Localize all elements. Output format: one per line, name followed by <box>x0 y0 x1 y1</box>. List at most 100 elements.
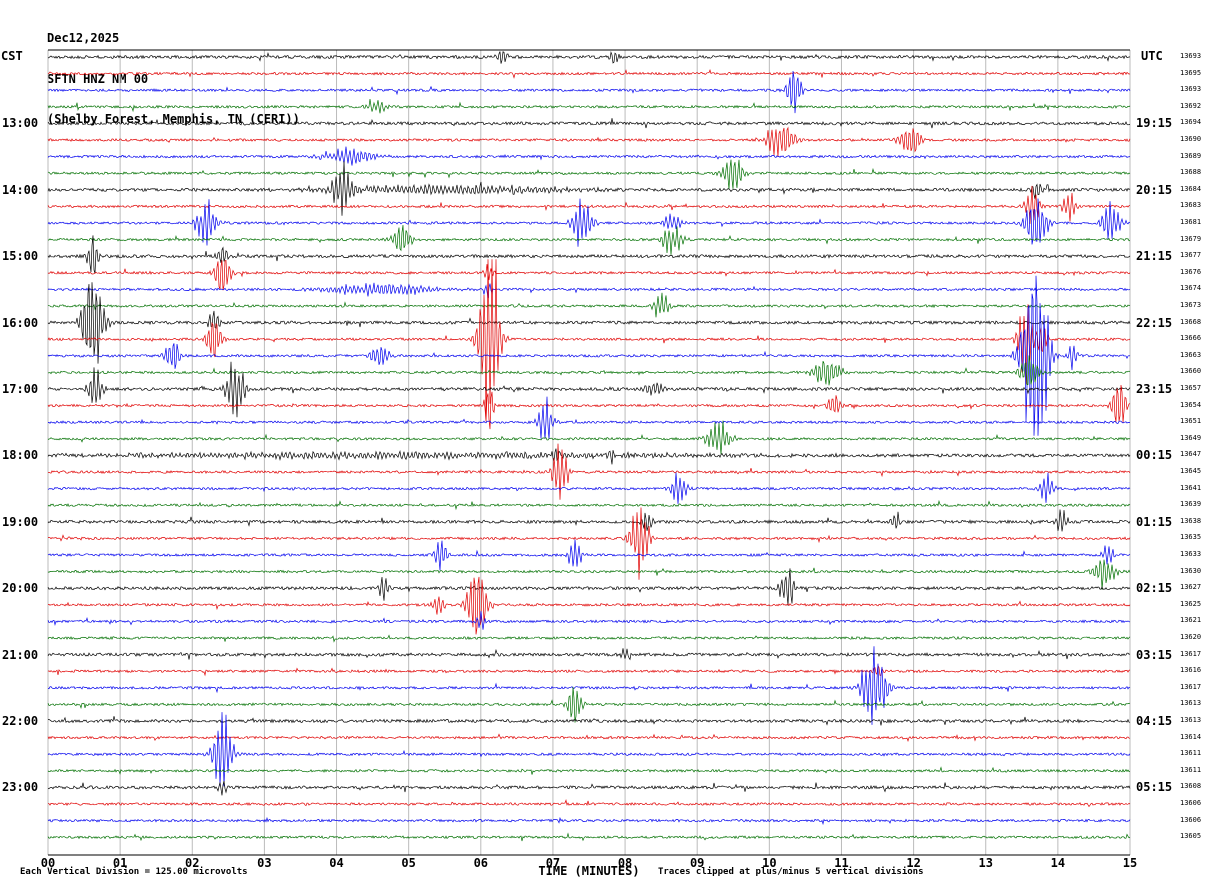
trace-id: 13613 <box>1180 716 1202 724</box>
x-tick-label: 12 <box>906 856 921 870</box>
x-tick-label: 06 <box>473 856 489 870</box>
trace-row <box>47 716 1131 726</box>
hour-label: 02:15 <box>1136 581 1173 596</box>
trace-id: 13690 <box>1180 135 1202 143</box>
trace-id: 13611 <box>1180 765 1202 774</box>
x-tick-label: 08 <box>617 856 633 870</box>
trace-row <box>47 275 1131 436</box>
x-tick-label: 10 <box>762 856 777 870</box>
trace-id: 13695 <box>1180 68 1202 77</box>
x-tick-label: 07 <box>545 856 561 870</box>
trace-id: 13694 <box>1180 118 1202 127</box>
trace-id: 13630 <box>1180 566 1202 575</box>
trace-id: 13688 <box>1180 168 1202 177</box>
x-tick-label: 14 <box>1050 856 1066 870</box>
trace-id: 13621 <box>1180 616 1202 625</box>
x-tick-label: 01 <box>112 856 128 870</box>
hour-label: 00:15 <box>1136 448 1173 463</box>
trace-row <box>47 799 1131 808</box>
hour-label: 04:15 <box>1136 714 1173 728</box>
trace-id: 13668 <box>1180 317 1202 326</box>
x-tick-label: 00 <box>40 856 56 870</box>
trace-id: 13693 <box>1180 52 1202 60</box>
trace-row <box>47 50 1131 64</box>
trace-row <box>47 646 1131 725</box>
trace-id: 13649 <box>1180 433 1202 442</box>
trace-row <box>47 282 1131 364</box>
minute-gridlines <box>47 50 1131 855</box>
trace-id: 13647 <box>1180 450 1202 459</box>
trace-row <box>47 225 1131 255</box>
hour-label: 22:15 <box>1136 315 1173 330</box>
trace-row <box>47 126 1131 157</box>
hour-label: 23:00 <box>2 780 39 795</box>
trace-row <box>47 282 1131 299</box>
trace-row <box>47 559 1131 590</box>
trace-id: 13639 <box>1180 500 1202 509</box>
x-tick-label: 04 <box>329 856 344 870</box>
trace-row <box>47 146 1131 166</box>
trace-id: 13679 <box>1180 234 1202 243</box>
trace-row <box>47 118 1131 129</box>
hour-label: 19:00 <box>2 514 39 529</box>
hour-label: 20:15 <box>1136 182 1173 197</box>
hour-label: 01:15 <box>1136 514 1173 529</box>
x-axis-title: TIME (MINUTES) <box>538 864 640 878</box>
trace-row <box>47 384 1131 430</box>
trace-row <box>47 472 1131 504</box>
trace-row <box>47 260 1131 291</box>
trace-id: 13681 <box>1180 218 1202 226</box>
trace-row <box>47 832 1131 842</box>
trace-row <box>47 634 1131 643</box>
trace-row <box>47 766 1131 775</box>
vertical-division-note: Each Vertical Division = 125.00 microvol… <box>20 867 248 877</box>
trace-row <box>47 355 1131 386</box>
hour-label: 17:00 <box>2 382 39 396</box>
trace-id: 13683 <box>1180 201 1202 210</box>
hour-label: 22:00 <box>2 714 39 728</box>
trace-row <box>47 198 1131 247</box>
trace-row <box>47 361 1131 418</box>
trace-id: 13677 <box>1180 251 1202 260</box>
hour-label: 20:00 <box>2 581 39 596</box>
trace-row <box>47 259 1131 420</box>
trace-row <box>48 576 1131 635</box>
trace-row <box>47 648 1131 661</box>
hour-label: 16:00 <box>2 315 39 330</box>
trace-row <box>47 816 1131 826</box>
x-tick-label: 05 <box>401 856 416 870</box>
trace-id: 13684 <box>1180 184 1202 193</box>
trace-id: 13606 <box>1180 815 1202 824</box>
trace-id: 13633 <box>1180 550 1202 558</box>
trace-id: 13663 <box>1180 350 1202 359</box>
trace-id: 13614 <box>1180 732 1202 741</box>
hour-label: 03:15 <box>1136 647 1173 662</box>
trace-id: 13660 <box>1180 367 1202 376</box>
x-tick-label: 03 <box>257 856 272 870</box>
trace-id: 13635 <box>1180 533 1202 542</box>
title-station: SFTN HNZ NM 00 <box>47 71 149 86</box>
title-block: Dec12,2025 SFTN HNZ NM 00 (Shelby Forest… <box>47 5 300 154</box>
seismogram-traces <box>47 50 1131 842</box>
trace-row <box>47 420 1131 455</box>
trace-id: 13645 <box>1180 467 1202 475</box>
trace-row <box>47 235 1131 274</box>
x-tick-label: 09 <box>689 856 705 870</box>
trace-row <box>47 686 1131 723</box>
trace-id: 13674 <box>1180 284 1202 293</box>
trace-id: 13651 <box>1180 417 1202 426</box>
trace-id: 13625 <box>1180 599 1202 608</box>
trace-row <box>47 448 1131 465</box>
hour-label: 23:15 <box>1136 382 1173 396</box>
clip-note: Traces clipped at plus/minus 5 vertical … <box>658 867 924 877</box>
trace-id: 13673 <box>1180 301 1202 309</box>
hour-label: 19:15 <box>1136 116 1173 131</box>
trace-id: 13620 <box>1180 633 1202 641</box>
trace-row <box>47 539 1131 571</box>
trace-row <box>47 161 1131 216</box>
trace-id: 13613 <box>1180 699 1202 708</box>
trace-row <box>47 712 1131 787</box>
trace-row <box>47 781 1131 796</box>
